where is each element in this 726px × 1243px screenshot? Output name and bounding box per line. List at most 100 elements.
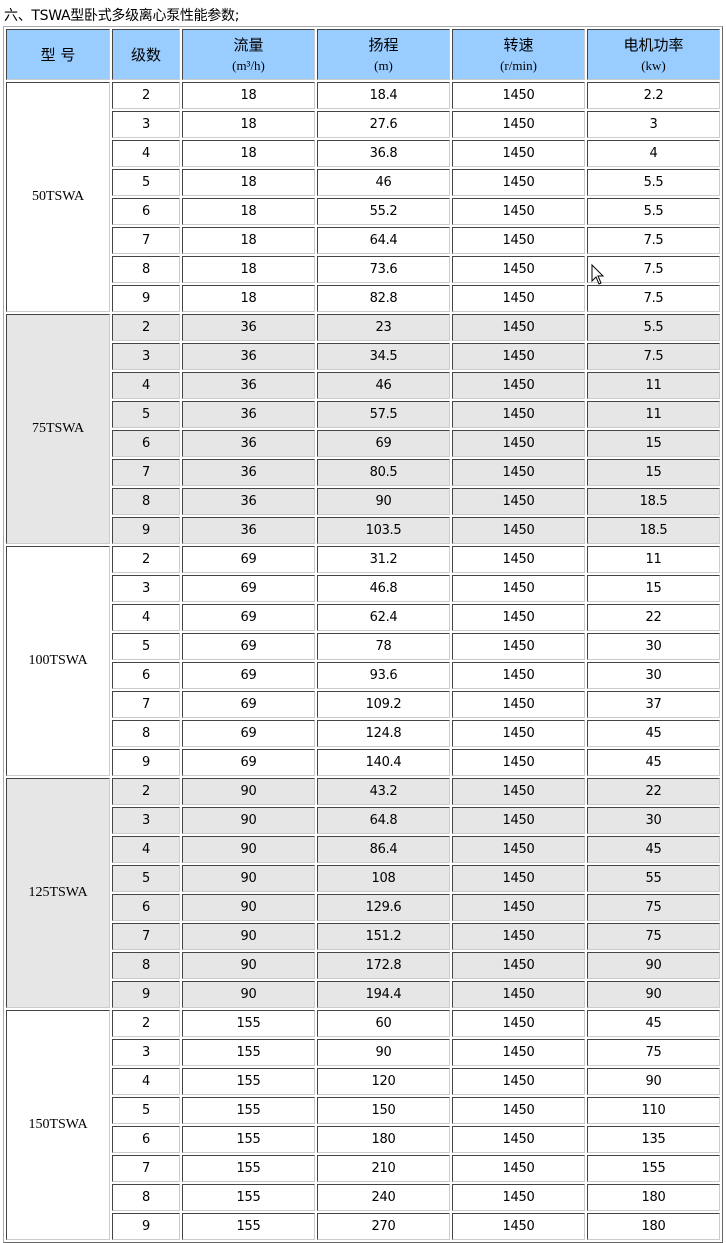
- table-cell: 3: [112, 343, 180, 370]
- table-cell: 1450: [452, 488, 585, 515]
- table-cell: 5: [112, 633, 180, 660]
- table-cell: 210: [317, 1155, 450, 1182]
- table-cell: 57.5: [317, 401, 450, 428]
- table-cell: 1450: [452, 575, 585, 602]
- table-cell: 90: [182, 865, 315, 892]
- table-cell: 36: [182, 343, 315, 370]
- table-cell: 1450: [452, 401, 585, 428]
- column-header: 扬程 (m): [317, 29, 450, 80]
- table-row: 5 69 78 1450 30: [6, 633, 720, 660]
- table-cell: 18: [182, 82, 315, 109]
- table-cell: 1450: [452, 1097, 585, 1124]
- table-cell: 7: [112, 459, 180, 486]
- table-cell: 124.8: [317, 720, 450, 747]
- table-row: 4 90 86.4 1450 45: [6, 836, 720, 863]
- table-row: 8 69 124.8 1450 45: [6, 720, 720, 747]
- table-row: 50TSWA 2 18 18.4 1450 2.2: [6, 82, 720, 312]
- table-cell: 270: [317, 1213, 450, 1240]
- table-cell: 45: [587, 836, 720, 863]
- table-cell: 180: [587, 1213, 720, 1240]
- table-cell: 90: [182, 923, 315, 950]
- table-cell: 64.8: [317, 807, 450, 834]
- table-cell: 6: [112, 1126, 180, 1153]
- table-cell: 36: [182, 459, 315, 486]
- table-cell: 155: [182, 1126, 315, 1153]
- table-cell: 155: [182, 1010, 315, 1037]
- table-cell: 4: [112, 140, 180, 167]
- table-cell: 11: [587, 401, 720, 428]
- table-cell: 1450: [452, 517, 585, 544]
- table-cell: 15: [587, 459, 720, 486]
- table-cell: 5.5: [587, 198, 720, 225]
- page-title: 六、TSWA型卧式多级离心泵性能参数;: [4, 8, 240, 24]
- table-cell: 5.5: [587, 314, 720, 341]
- table-row: 7 69 109.2 1450 37: [6, 691, 720, 718]
- table-cell: 1450: [452, 691, 585, 718]
- table-cell: 2: [112, 82, 180, 109]
- table-cell: 7.5: [587, 256, 720, 283]
- table-row: 8 36 90 1450 18.5: [6, 488, 720, 515]
- table-cell: 1450: [452, 604, 585, 631]
- model-cell: 75TSWA: [6, 314, 110, 544]
- table-body: 50TSWA 2 18 18.4 1450 2.2 3 18 27.6 1450 3 4 18 36.8 1…: [6, 82, 720, 1240]
- table-cell: 1450: [452, 778, 585, 805]
- table-row: 4 155 120 1450 90: [6, 1068, 720, 1095]
- table-cell: 1450: [452, 662, 585, 689]
- table-cell: 155: [182, 1097, 315, 1124]
- model-cell: 150TSWA: [6, 1010, 110, 1240]
- table-row: 7 155 210 1450 155: [6, 1155, 720, 1182]
- table-cell: 15: [587, 430, 720, 457]
- table-cell: 18.5: [587, 488, 720, 515]
- table-cell: 1450: [452, 198, 585, 225]
- table-cell: 36: [182, 517, 315, 544]
- table-cell: 2.2: [587, 82, 720, 109]
- table-row: 8 18 73.6 1450 7.5: [6, 256, 720, 283]
- table-cell: 1450: [452, 923, 585, 950]
- table-cell: 1450: [452, 1068, 585, 1095]
- table-row: 9 18 82.8 1450 7.5: [6, 285, 720, 312]
- table-cell: 69: [182, 575, 315, 602]
- table-cell: 8: [112, 1184, 180, 1211]
- table-cell: 194.4: [317, 981, 450, 1008]
- table-cell: 30: [587, 807, 720, 834]
- table-cell: 135: [587, 1126, 720, 1153]
- table-cell: 4: [112, 836, 180, 863]
- column-header-label: 电机功率: [623, 35, 684, 54]
- table-cell: 155: [182, 1184, 315, 1211]
- table-cell: 8: [112, 488, 180, 515]
- table-cell: 1450: [452, 1039, 585, 1066]
- table-cell: 2: [112, 1010, 180, 1037]
- table-cell: 155: [587, 1155, 720, 1182]
- table-cell: 4: [112, 372, 180, 399]
- table-cell: 1450: [452, 546, 585, 573]
- table-cell: 75: [587, 923, 720, 950]
- table-cell: 90: [182, 778, 315, 805]
- table-cell: 45: [587, 1010, 720, 1037]
- table-cell: 1450: [452, 430, 585, 457]
- table-row: 3 155 90 1450 75: [6, 1039, 720, 1066]
- table-cell: 18: [182, 140, 315, 167]
- table-cell: 15: [587, 575, 720, 602]
- table-row: 5 90 108 1450 55: [6, 865, 720, 892]
- table-cell: 3: [112, 1039, 180, 1066]
- table-cell: 5: [112, 401, 180, 428]
- table-cell: 36: [182, 488, 315, 515]
- table-cell: 1450: [452, 343, 585, 370]
- table-cell: 2: [112, 546, 180, 573]
- table-cell: 180: [317, 1126, 450, 1153]
- table-cell: 1450: [452, 1010, 585, 1037]
- table-cell: 7: [112, 227, 180, 254]
- table-cell: 75: [587, 1039, 720, 1066]
- table-cell: 7.5: [587, 343, 720, 370]
- table-cell: 18: [182, 256, 315, 283]
- table-cell: 69: [182, 691, 315, 718]
- table-cell: 69: [182, 546, 315, 573]
- table-cell: 155: [182, 1155, 315, 1182]
- table-cell: 4: [587, 140, 720, 167]
- table-row: 9 155 270 1450 180: [6, 1213, 720, 1240]
- table-row: 6 69 93.6 1450 30: [6, 662, 720, 689]
- table-row: 3 69 46.8 1450 15: [6, 575, 720, 602]
- column-header-unit: (kw): [641, 57, 666, 73]
- table-cell: 7.5: [587, 227, 720, 254]
- table-cell: 5.5: [587, 169, 720, 196]
